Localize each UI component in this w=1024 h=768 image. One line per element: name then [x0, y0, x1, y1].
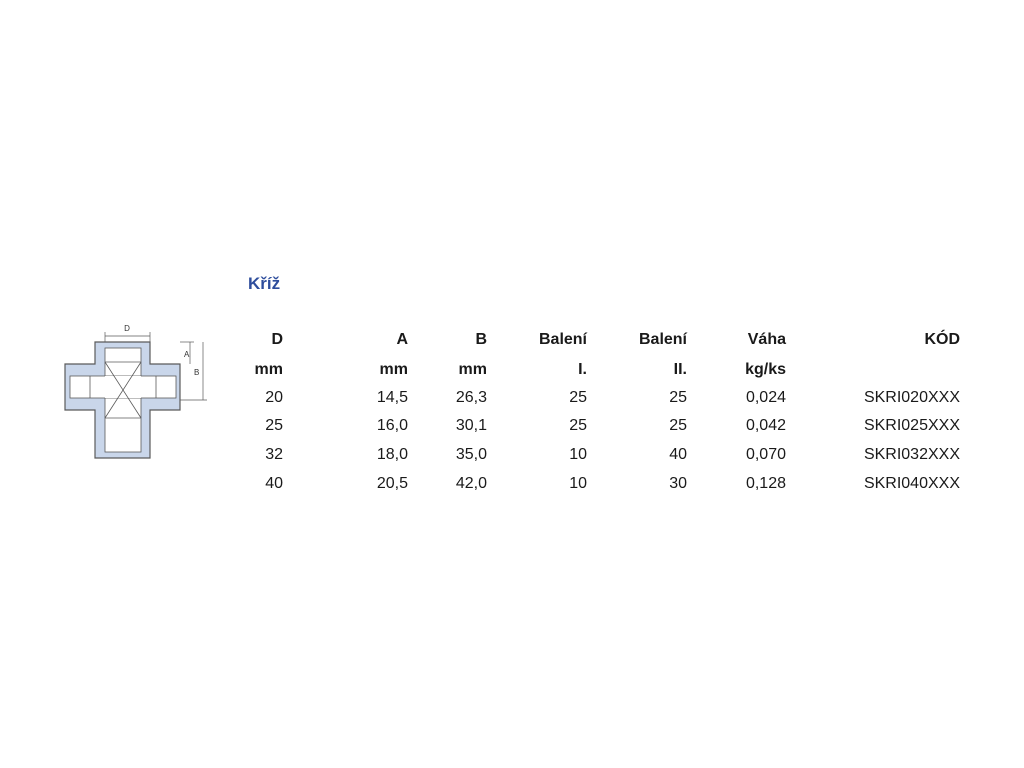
page-title: Kříž [248, 274, 281, 293]
header-code-label: KÓD [924, 331, 960, 348]
table-cell-a: 20,5 [376, 475, 408, 492]
table-cell-weight: 0,042 [745, 417, 786, 434]
cross-fitting-drawing: D A B [64, 324, 207, 459]
header-b-unit: mm [458, 361, 487, 378]
table-cell-pack-1: 25 [569, 389, 587, 406]
header-weight-label: Váha [747, 331, 786, 348]
dim-label-b: B [194, 368, 199, 377]
table-cell-b: 35,0 [455, 446, 487, 463]
table-cell-pack-1: 10 [569, 446, 587, 463]
header-pack-1-label: Balení [538, 331, 587, 348]
table-cell-pack-2: 25 [669, 417, 687, 434]
header-pack-2-unit: II. [673, 361, 687, 378]
header-weight-unit: kg/ks [745, 361, 786, 378]
table-cell-pack-2: 40 [669, 446, 687, 463]
table-cell-pack-2: 25 [669, 389, 687, 406]
table-cell-weight: 0,024 [745, 389, 786, 406]
table-cell-weight: 0,128 [745, 475, 786, 492]
header-a-unit: mm [379, 361, 408, 378]
table-cell-a: 18,0 [376, 446, 408, 463]
dim-label-d: D [124, 324, 130, 333]
header-b-label: B [475, 331, 487, 348]
dim-label-a: A [184, 350, 190, 359]
table-cell-b: 26,3 [455, 389, 487, 406]
table-cell-pack-1: 25 [569, 417, 587, 434]
table-cell-d: 40 [265, 475, 283, 492]
table-cell-a: 14,5 [376, 389, 408, 406]
header-pack-2-label: Balení [638, 331, 687, 348]
table-cell-d: 20 [265, 389, 283, 406]
header-a-label: A [396, 331, 408, 348]
table-cell-code: SKRI025XXX [863, 417, 960, 434]
table-cell-a: 16,0 [376, 417, 408, 434]
table-cell-d: 32 [265, 446, 283, 463]
header-pack-1-unit: I. [578, 361, 587, 378]
table-cell-code: SKRI040XXX [863, 475, 960, 492]
header-d-unit: mm [254, 361, 283, 378]
table-cell-code: SKRI032XXX [863, 446, 960, 463]
table-cell-b: 42,0 [455, 475, 487, 492]
table-cell-code: SKRI020XXX [863, 389, 960, 406]
header-d-label: D [271, 331, 283, 348]
table-cell-d: 25 [265, 417, 283, 434]
table-cell-pack-2: 30 [669, 475, 687, 492]
table-cell-b: 30,1 [455, 417, 487, 434]
table-cell-pack-1: 10 [569, 475, 587, 492]
table-cell-weight: 0,070 [745, 446, 786, 463]
